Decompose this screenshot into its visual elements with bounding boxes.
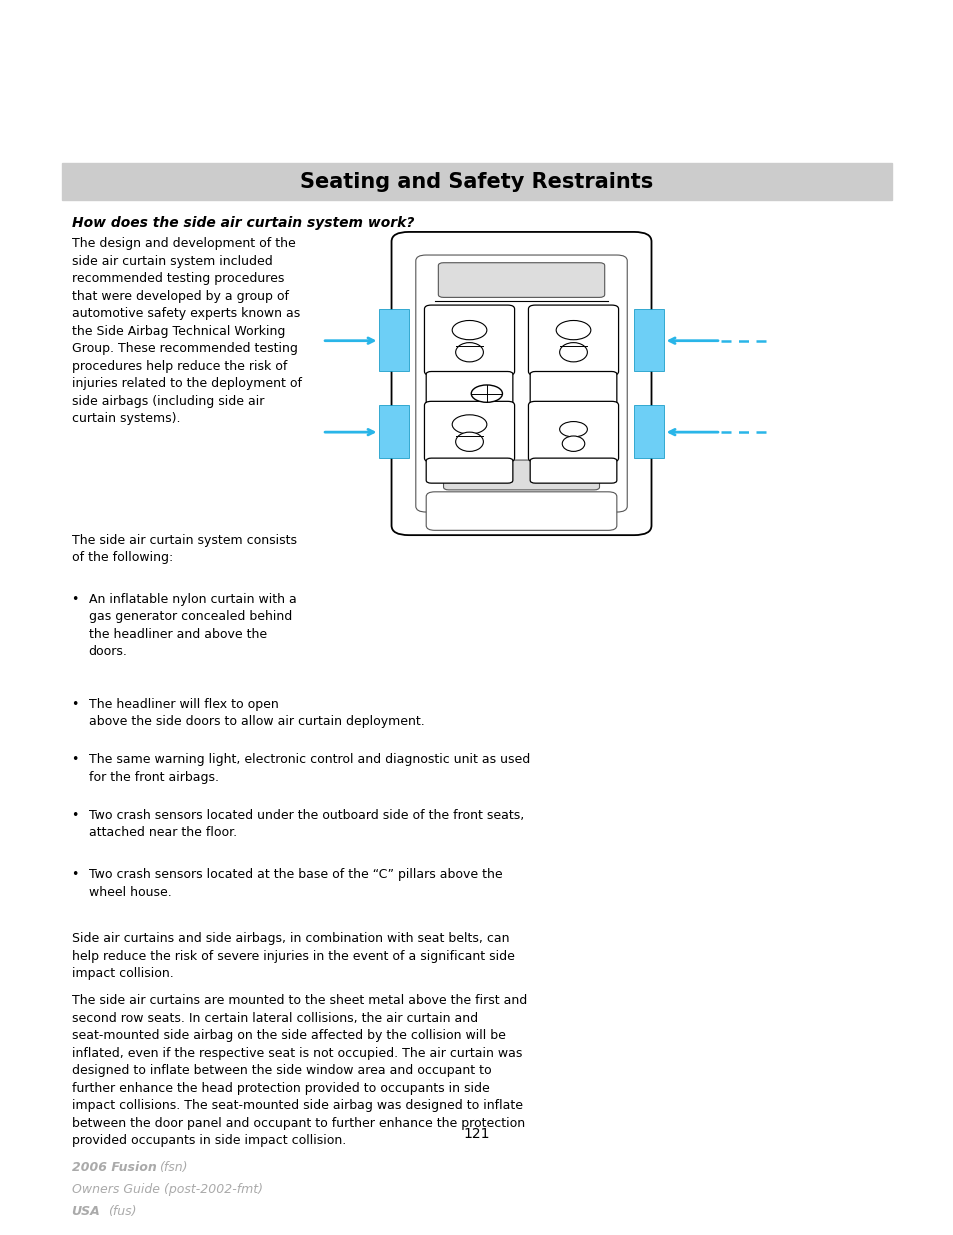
Text: •: •	[71, 753, 79, 767]
Circle shape	[452, 415, 486, 433]
Text: USA: USA	[71, 1205, 100, 1219]
FancyBboxPatch shape	[528, 305, 618, 375]
Text: •: •	[71, 809, 79, 823]
FancyBboxPatch shape	[530, 372, 617, 408]
Text: (fus): (fus)	[108, 1205, 136, 1219]
FancyBboxPatch shape	[426, 492, 617, 530]
FancyBboxPatch shape	[416, 256, 626, 513]
Text: An inflatable nylon curtain with a
gas generator concealed behind
the headliner : An inflatable nylon curtain with a gas g…	[89, 593, 296, 658]
Text: How does the side air curtain system work?: How does the side air curtain system wor…	[71, 216, 414, 230]
Text: 2006 Fusion: 2006 Fusion	[71, 1161, 156, 1174]
Text: Two crash sensors located under the outboard side of the front seats,
attached n: Two crash sensors located under the outb…	[89, 809, 523, 840]
Text: The side air curtains are mounted to the sheet metal above the first and
second : The side air curtains are mounted to the…	[71, 994, 526, 1147]
Circle shape	[452, 320, 486, 340]
FancyBboxPatch shape	[443, 461, 598, 490]
Text: Side air curtains and side airbags, in combination with seat belts, can
help red: Side air curtains and side airbags, in c…	[71, 932, 514, 981]
Bar	[634, 309, 663, 372]
Bar	[379, 405, 409, 458]
Text: (fsn): (fsn)	[159, 1161, 188, 1174]
FancyBboxPatch shape	[437, 263, 604, 298]
Text: •: •	[71, 698, 79, 711]
Text: Owners Guide (post-2002-fmt): Owners Guide (post-2002-fmt)	[71, 1183, 262, 1197]
FancyBboxPatch shape	[528, 401, 618, 462]
Circle shape	[471, 385, 502, 403]
Ellipse shape	[561, 436, 584, 451]
Text: The design and development of the
side air curtain system included
recommended t: The design and development of the side a…	[71, 237, 301, 425]
Ellipse shape	[456, 342, 483, 362]
Text: Two crash sensors located at the base of the “C” pillars above the
wheel house.: Two crash sensors located at the base of…	[89, 868, 502, 899]
FancyBboxPatch shape	[391, 232, 651, 535]
Ellipse shape	[456, 432, 483, 451]
Text: Seating and Safety Restraints: Seating and Safety Restraints	[300, 172, 653, 191]
FancyBboxPatch shape	[426, 372, 513, 408]
Bar	[62, 163, 891, 200]
Text: •: •	[71, 868, 79, 882]
Ellipse shape	[559, 342, 587, 362]
Circle shape	[559, 421, 587, 437]
Text: •: •	[71, 593, 79, 606]
Bar	[379, 309, 409, 372]
FancyBboxPatch shape	[424, 305, 514, 375]
Text: The headliner will flex to open
above the side doors to allow air curtain deploy: The headliner will flex to open above th…	[89, 698, 424, 729]
Text: The side air curtain system consists
of the following:: The side air curtain system consists of …	[71, 534, 296, 564]
Circle shape	[556, 320, 590, 340]
FancyBboxPatch shape	[530, 458, 617, 483]
Bar	[634, 405, 663, 458]
FancyBboxPatch shape	[426, 458, 513, 483]
Text: The same warning light, electronic control and diagnostic unit as used
for the f: The same warning light, electronic contr…	[89, 753, 530, 784]
FancyBboxPatch shape	[424, 401, 514, 462]
Text: 121: 121	[463, 1126, 490, 1141]
